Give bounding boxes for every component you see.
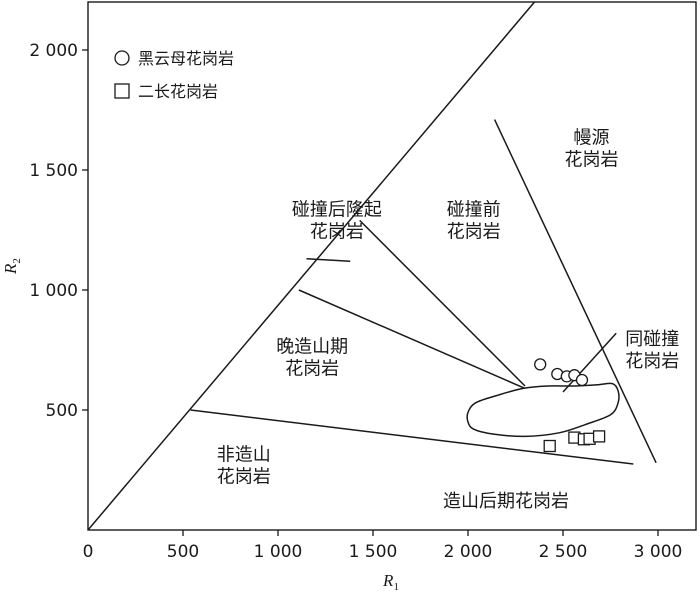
region-labels: 碰撞后隆起花岗岩碰撞前花岗岩幔源花岗岩晚造山期花岗岩同碰撞花岗岩非造山花岗岩造山…: [217, 128, 679, 513]
region-label-1-line-2: 花岗岩: [310, 222, 364, 243]
region-label-3-line-1: 幔源: [574, 128, 610, 149]
region-label-3-line-2: 花岗岩: [565, 150, 619, 171]
boundary-line-2: [306, 258, 351, 262]
sample-field-outline: [466, 382, 620, 438]
y-tick-label-3: 2 000: [29, 41, 78, 61]
y-axis-ticks: 500 1 000 1 500 2 000: [29, 41, 88, 421]
x-tick-label-6: 3 000: [634, 542, 683, 562]
square-point-5: [592, 430, 606, 443]
boundary-line-3: [359, 219, 526, 387]
region-label-1-line-1: 碰撞后隆起: [292, 200, 382, 221]
x-tick-label-1: 500: [167, 542, 199, 562]
region-label-5-line-2: 花岗岩: [625, 351, 679, 372]
region-label-6-line-1: 非造山: [217, 444, 271, 465]
plot-frame: [87, 1, 697, 531]
region-label-4-line-2: 花岗岩: [285, 358, 339, 379]
region-label-6-line-2: 花岗岩: [217, 466, 271, 487]
x-tick-label-5: 2 500: [539, 542, 588, 562]
y-tick-label-0: 500: [46, 401, 78, 421]
region-label-7-line-1: 造山后期花岗岩: [443, 491, 569, 512]
boundary-line-6: [493, 119, 657, 464]
legend-circle-marker: [114, 50, 130, 66]
legend-label-2: 二长花岗岩: [138, 82, 218, 101]
legend-square-marker: [114, 83, 130, 99]
region-label-4-line-1: 晚造山期: [276, 336, 348, 357]
x-tick-label-0: 0: [83, 542, 94, 562]
y-tick-label-1: 1 000: [29, 281, 78, 301]
boundary-line-4: [298, 289, 526, 390]
y-axis-title: R2: [1, 258, 23, 275]
x-axis-ticks: 0 500 1 000 1 500 2 000 2 500 3 000: [83, 530, 683, 562]
x-tick-label-2: 1 000: [254, 542, 303, 562]
y-tick-label-2: 1 500: [29, 161, 78, 181]
boundary-line-7: [562, 332, 617, 393]
x-tick-label-3: 1 500: [349, 542, 398, 562]
boundary-line-5: [190, 409, 634, 465]
boundary-line-1: [87, 1, 536, 531]
legend-label-1: 黑云母花岗岩: [138, 49, 234, 68]
region-label-2-line-2: 花岗岩: [447, 222, 501, 243]
x-axis-title: R1: [382, 571, 399, 592]
circle-point-5: [575, 373, 589, 387]
circle-point-1: [534, 358, 547, 371]
region-label-5-line-1: 同碰撞: [625, 329, 679, 350]
x-tick-label-4: 2 000: [444, 542, 493, 562]
square-point-1: [543, 439, 556, 453]
field-boundaries: [87, 1, 657, 531]
data-points: [534, 358, 606, 453]
region-label-2-line-1: 碰撞前: [447, 200, 501, 221]
